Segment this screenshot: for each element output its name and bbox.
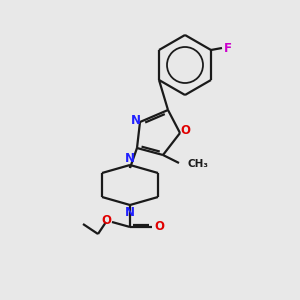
Text: N: N [125, 206, 135, 218]
Text: N: N [125, 152, 135, 164]
Text: O: O [154, 220, 164, 233]
Text: N: N [131, 113, 141, 127]
Text: CH₃: CH₃ [188, 159, 209, 169]
Text: F: F [224, 41, 232, 55]
Text: O: O [101, 214, 111, 227]
Text: O: O [180, 124, 190, 137]
